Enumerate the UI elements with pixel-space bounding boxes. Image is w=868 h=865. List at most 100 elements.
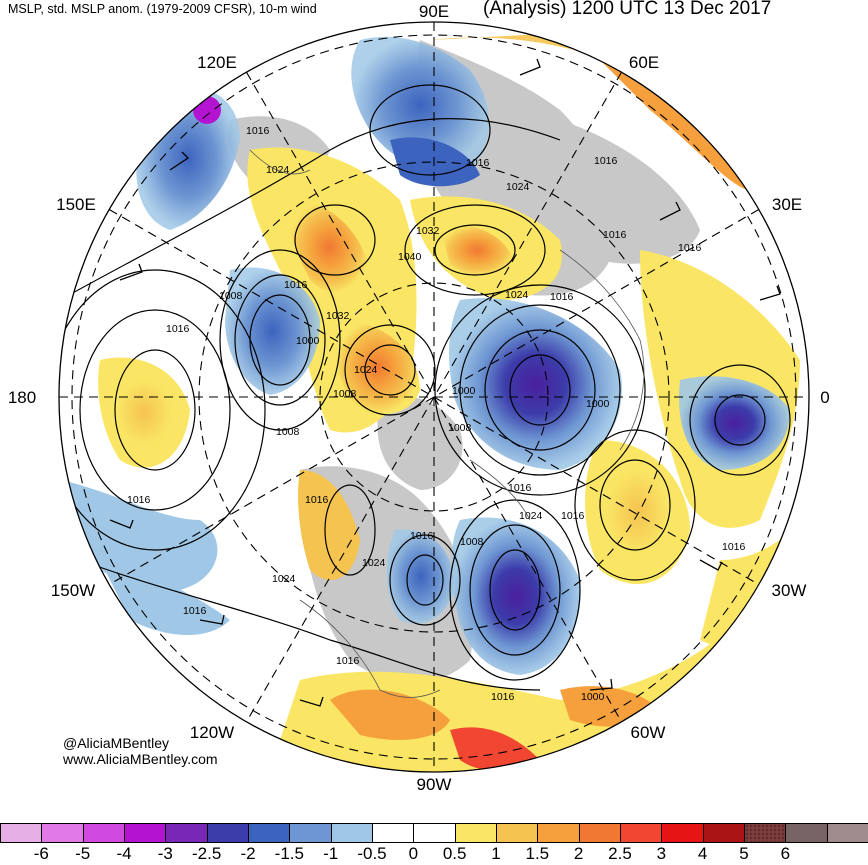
isobar-label: 1024 bbox=[272, 573, 296, 585]
colorbar-swatch bbox=[248, 823, 291, 843]
colorbar: -6 -5 -4 -3 -2.5 -2 -1.5 -1 -0.5 0 0.5 1 1.5 2 2.5 3 4 5 6 bbox=[0, 823, 868, 865]
colorbar-swatch bbox=[702, 823, 745, 843]
coastlines bbox=[249, 149, 645, 698]
isobar-label: 1016 bbox=[410, 530, 434, 542]
isobar-label: 1024 bbox=[505, 289, 529, 301]
colorbar-swatch bbox=[826, 823, 868, 843]
colorbar-tick-label: -3 bbox=[157, 844, 173, 863]
isobar-label: 1016 bbox=[127, 494, 151, 506]
lon-label-120w: 120W bbox=[190, 723, 234, 742]
isobar-label: 1000 bbox=[296, 335, 320, 347]
isobar-label: 1016 bbox=[508, 482, 532, 494]
colorbar-tick-label: 0 bbox=[408, 844, 419, 863]
isobar-label: 1000 bbox=[452, 385, 476, 397]
credit-twitter: @AliciaMBentley bbox=[63, 735, 170, 751]
colorbar-tick-label: -1.5 bbox=[274, 844, 304, 863]
isobar-label: 1024 bbox=[266, 164, 290, 176]
isobar-label: 1016 bbox=[722, 541, 746, 553]
lon-label-30w: 30W bbox=[772, 581, 807, 600]
colorbar-swatch bbox=[289, 823, 332, 843]
isobar-label: 1000 bbox=[586, 398, 610, 410]
colorbar-swatch bbox=[372, 823, 415, 843]
map-border bbox=[58, 21, 810, 773]
isobar-label: 1016 bbox=[603, 229, 627, 241]
lon-label-90w: 90W bbox=[417, 775, 452, 794]
lon-label-0: 0 bbox=[820, 388, 829, 407]
isobar-label: 1008 bbox=[219, 290, 243, 302]
isobar-label: 1016 bbox=[491, 691, 515, 703]
isobar-label: 1016 bbox=[284, 279, 308, 291]
isobar-label: 1008 bbox=[276, 426, 300, 438]
colorbar-tick-label: 4 bbox=[697, 844, 708, 863]
graticule bbox=[59, 22, 809, 772]
colorbar-tick-label: 5 bbox=[739, 844, 749, 863]
lon-label-150w: 150W bbox=[51, 581, 95, 600]
lon-label-90e: 90E bbox=[419, 2, 449, 21]
isobar-label: 1024 bbox=[519, 510, 543, 522]
lon-label-60e: 60E bbox=[629, 53, 659, 72]
colorbar-swatch bbox=[744, 823, 787, 843]
isobar-label: 1008 bbox=[448, 422, 472, 434]
colorbar-tick-label: 2 bbox=[573, 844, 584, 863]
isobar-label: 1016 bbox=[594, 155, 618, 167]
colorbar-tick-label: -6 bbox=[33, 844, 49, 863]
colorbar-swatch bbox=[124, 823, 167, 843]
polar-map: 90E 60E 30E 0 30W 60W 90W 120W 150W 180 … bbox=[8, 2, 830, 794]
lon-label-30e: 30E bbox=[772, 195, 802, 214]
colorbar-swatch bbox=[496, 823, 539, 843]
colorbar-swatch bbox=[413, 823, 456, 843]
colorbar-tick-label: -2 bbox=[240, 844, 256, 863]
isobar-label: 1024 bbox=[506, 181, 530, 193]
colorbar-swatch bbox=[785, 823, 828, 843]
lon-label-60w: 60W bbox=[631, 723, 666, 742]
map-field bbox=[59, 22, 809, 772]
colorbar-swatch bbox=[661, 823, 704, 843]
isobar-label: 1032 bbox=[416, 225, 440, 237]
colorbar-swatch bbox=[537, 823, 580, 843]
isobar-label: 1008 bbox=[333, 388, 357, 400]
colorbar-tick-label: 2.5 bbox=[608, 844, 632, 863]
colorbar-tick-label: 3 bbox=[656, 844, 667, 863]
isobar-contours bbox=[59, 84, 791, 691]
colorbar-swatch bbox=[620, 823, 663, 843]
lon-label-150e: 150E bbox=[56, 195, 96, 214]
colorbar-swatch bbox=[206, 823, 249, 843]
figure-subtitle: MSLP, std. MSLP anom. (1979-2009 CFSR), … bbox=[8, 2, 317, 16]
colorbar-swatch bbox=[41, 823, 84, 843]
isobar-label: 1016 bbox=[550, 291, 574, 303]
colorbar-tick-label: 6 bbox=[780, 844, 791, 863]
colorbar-swatch bbox=[330, 823, 373, 843]
colorbar-swatch bbox=[578, 823, 621, 843]
figure-title: (Analysis) 1200 UTC 13 Dec 2017 bbox=[483, 0, 772, 19]
isobar-label: 1016 bbox=[561, 510, 585, 522]
isobar-label: 1000 bbox=[581, 691, 605, 703]
isobar-label: 1032 bbox=[326, 310, 350, 322]
isobar-label: 1024 bbox=[354, 364, 378, 376]
colorbar-swatch bbox=[165, 823, 208, 843]
colorbar-swatch bbox=[454, 823, 497, 843]
colorbar-tick-label: -5 bbox=[75, 844, 91, 863]
isobar-label: 1008 bbox=[460, 536, 484, 548]
colorbar-tick-label: -1 bbox=[323, 844, 339, 863]
colorbar-tick-label: 1.5 bbox=[525, 844, 550, 863]
isobar-label: 1016 bbox=[183, 605, 207, 617]
isobar-label: 1040 bbox=[398, 251, 422, 263]
colorbar-tick-label: -2.5 bbox=[192, 844, 222, 863]
colorbar-tick-label: -4 bbox=[116, 844, 132, 863]
colorbar-swatch bbox=[82, 823, 125, 843]
isobar-label: 1016 bbox=[678, 242, 702, 254]
colorbar-tick-label: 0.5 bbox=[442, 844, 467, 863]
lon-label-120e: 120E bbox=[197, 53, 237, 72]
colorbar-tick-label: 1 bbox=[491, 844, 501, 863]
colorbar-swatch bbox=[0, 823, 43, 843]
isobar-label: 1016 bbox=[336, 655, 360, 667]
colorbar-tick-label: -0.5 bbox=[357, 844, 387, 863]
isobar-label: 1016 bbox=[466, 157, 490, 169]
wind-barbs bbox=[109, 58, 781, 707]
isobar-labels: 1016 1024 1032 1040 1008 1000 1016 1024 … bbox=[127, 125, 746, 703]
isobar-label: 1024 bbox=[362, 557, 386, 569]
isobar-label: 1016 bbox=[246, 125, 270, 137]
isobar-label: 1016 bbox=[166, 323, 190, 335]
lon-label-180: 180 bbox=[8, 388, 36, 407]
isobar-label: 1016 bbox=[305, 494, 329, 506]
